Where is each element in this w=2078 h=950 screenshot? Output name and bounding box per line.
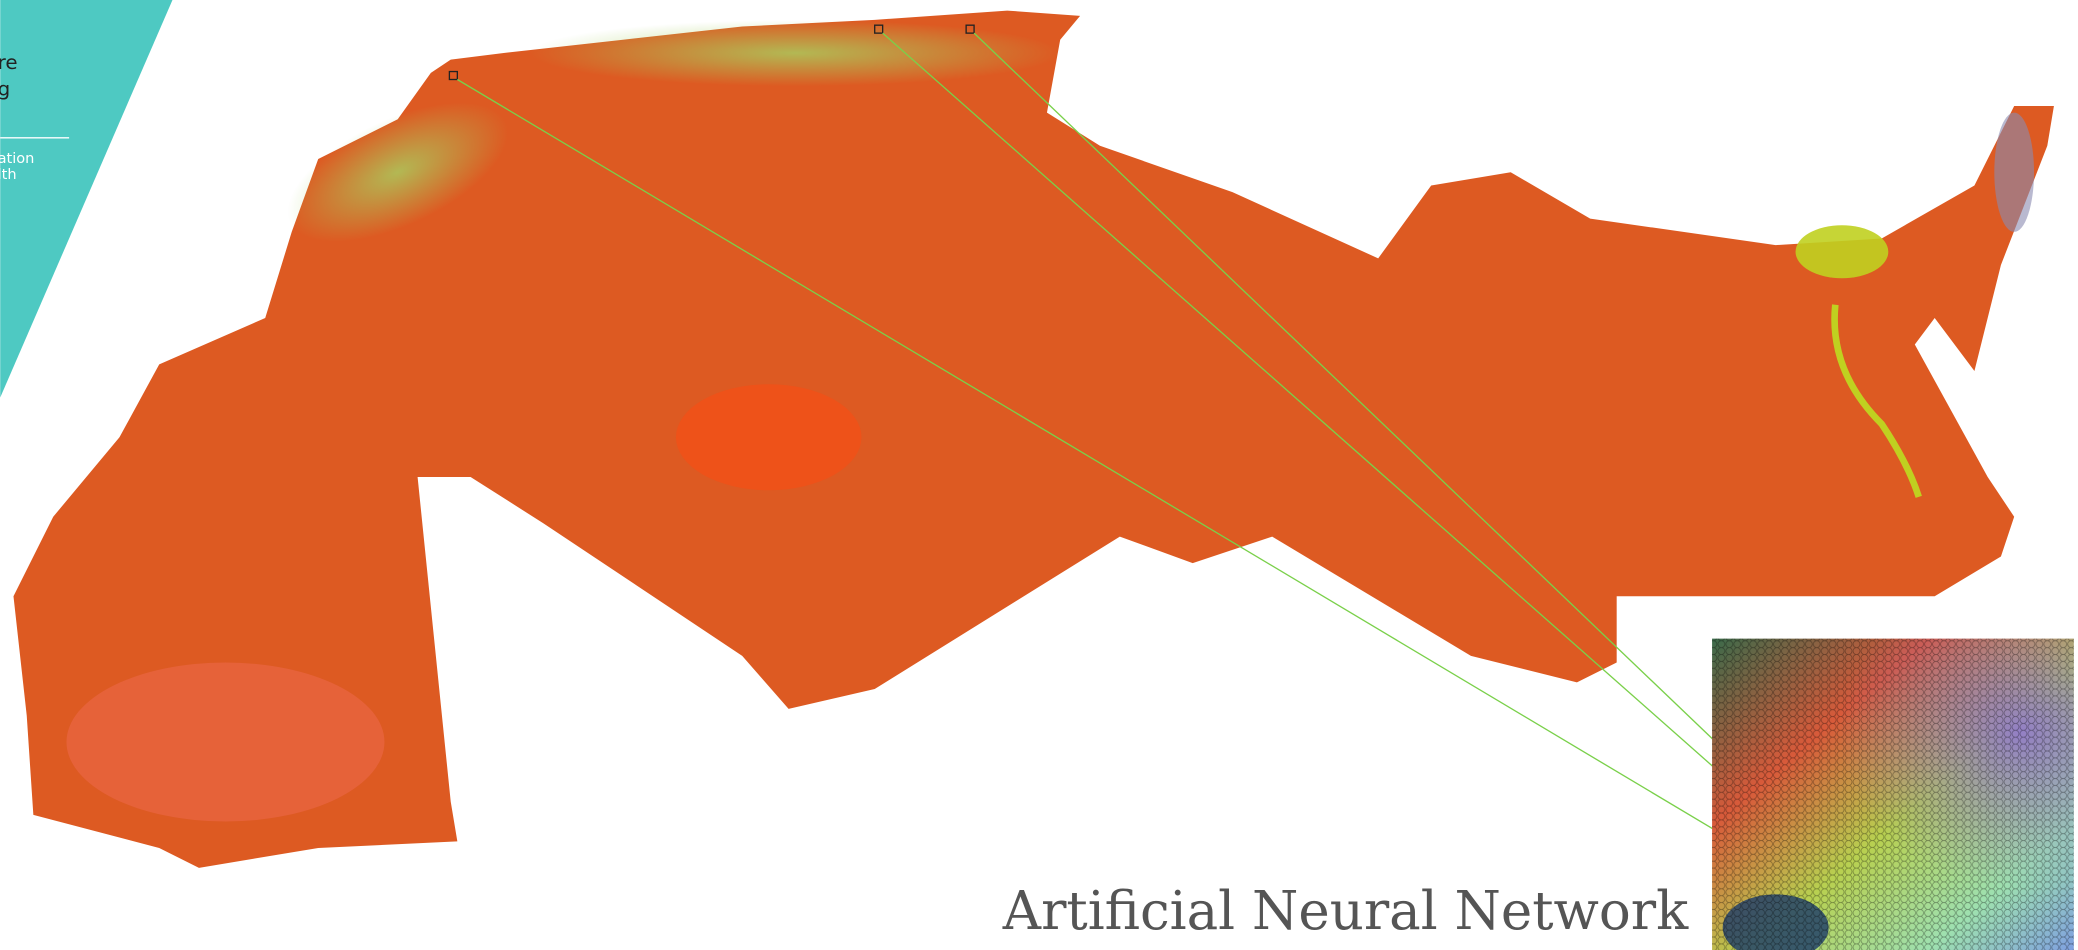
sidebar-subtext: lth <box>0 166 17 183</box>
sidebar-subtext: ation <box>0 150 34 167</box>
som-grid <box>1712 638 2074 950</box>
sidebar-shape <box>0 0 173 398</box>
sidebar-text: g <box>0 77 10 100</box>
map <box>13 10 2054 868</box>
sidebar-text: re <box>0 51 18 74</box>
title: Artificial Neural Network <box>1002 881 1689 942</box>
